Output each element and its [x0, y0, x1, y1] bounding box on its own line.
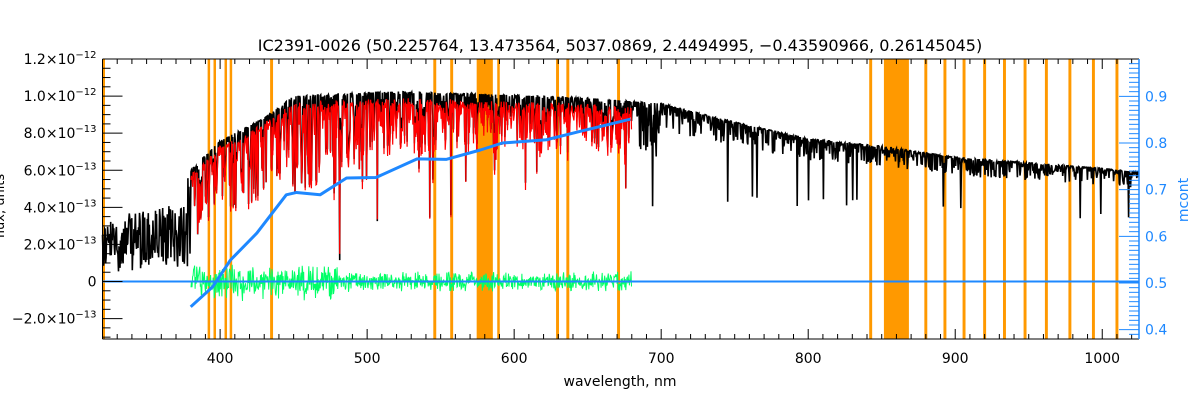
masked-region-band: [224, 59, 228, 339]
x-tick-label: 900: [942, 351, 969, 367]
x-axis-label: wavelength, nm: [564, 374, 677, 390]
masked-region-band: [1068, 59, 1072, 339]
y-axis-label: flux, units: [0, 174, 8, 239]
masked-region-band: [983, 59, 987, 339]
masked-regions: [102, 59, 1119, 339]
masked-region-band: [1115, 59, 1119, 339]
masked-region-band: [869, 59, 873, 339]
y2-tick-label: 0.8: [1145, 136, 1167, 152]
x-tick-label: 600: [501, 351, 528, 367]
y-tick-label: −2.0×10−13: [12, 310, 97, 328]
residuals-line: [190, 264, 632, 302]
masked-region-band: [270, 59, 274, 339]
masked-region-band: [566, 59, 570, 339]
y2-tick-label: 0.6: [1145, 229, 1167, 245]
x-tick-label: 500: [354, 351, 381, 367]
y2-tick-label: 0.9: [1145, 89, 1167, 105]
masked-region-band: [1091, 59, 1095, 339]
y-tick-label: 2.0×10−13: [24, 235, 97, 253]
y-tick-label: 1.2×10−12: [24, 50, 97, 68]
model-spectrum-line: [190, 98, 633, 254]
masked-region-band: [497, 59, 500, 339]
y-tick-label: 1.0×10−12: [24, 87, 97, 105]
x-tick-label: 800: [795, 351, 822, 367]
y2-tick-label: 0.4: [1145, 323, 1167, 339]
y-tick-label: 8.0×10−13: [24, 124, 97, 142]
masked-region-band: [924, 59, 928, 339]
masked-region-band: [1044, 59, 1048, 339]
axes: 400 500 600 700 800 900 1000 1.2×10−12 1.0×10−12…: [12, 50, 1168, 367]
masked-region-band: [883, 59, 909, 339]
masked-region-band: [433, 59, 437, 339]
y-tick-label: 6.0×10−13: [24, 161, 97, 179]
masked-region-band: [556, 59, 560, 339]
x-tick-label: 400: [207, 351, 234, 367]
mcont-curve: [189, 117, 631, 308]
masked-region-band: [1003, 59, 1006, 339]
x-tick-label: 1000: [1084, 351, 1120, 367]
y-tick-label: 4.0×10−13: [24, 198, 97, 216]
y2-tick-label: 0.7: [1145, 183, 1167, 199]
chart-title: IC2391-0026 (50.225764, 13.473564, 5037.…: [258, 36, 982, 55]
x-tick-label: 700: [648, 351, 675, 367]
masked-region-band: [943, 59, 947, 339]
y2-tick-label: 0.5: [1145, 276, 1167, 292]
masked-region-band: [617, 59, 621, 339]
masked-region-band: [1023, 59, 1027, 339]
series-group: [101, 89, 1140, 308]
masked-region-band: [102, 59, 105, 339]
masked-region-band: [962, 59, 966, 339]
y2-axis-label: mcont: [1176, 177, 1192, 222]
masked-region-band: [476, 59, 493, 339]
y-tick-label: 0: [88, 275, 97, 291]
